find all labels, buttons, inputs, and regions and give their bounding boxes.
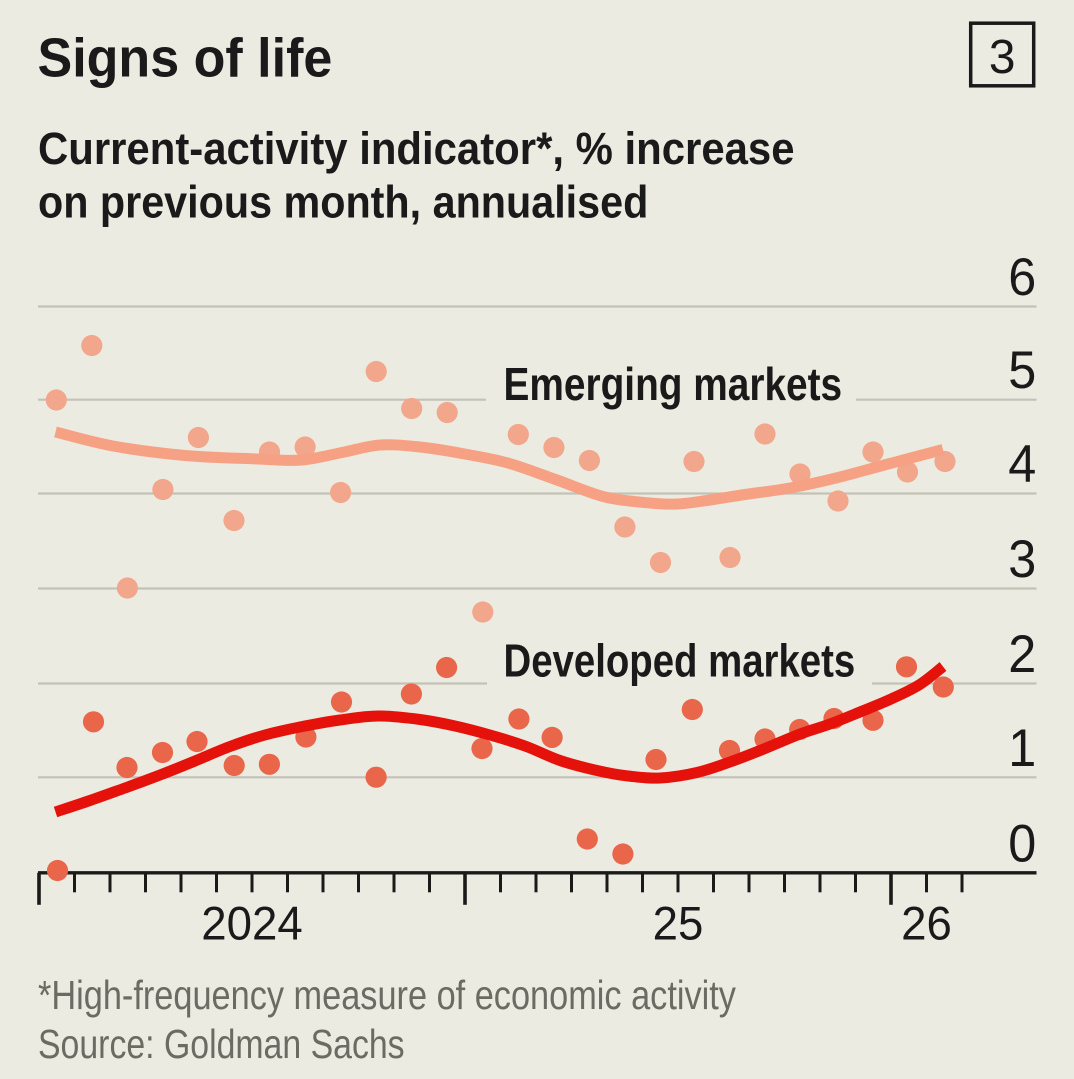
svg-text:Emerging markets: Emerging markets	[504, 359, 843, 411]
svg-text:0: 0	[1008, 813, 1036, 872]
svg-text:Current-activity indicator*, %: Current-activity indicator*, % increase	[38, 123, 795, 174]
svg-text:4: 4	[1008, 434, 1036, 493]
svg-text:Source: Goldman Sachs: Source: Goldman Sachs	[38, 1021, 405, 1067]
svg-text:2: 2	[1008, 624, 1036, 683]
svg-text:1: 1	[1008, 718, 1036, 777]
svg-text:3: 3	[1008, 529, 1036, 588]
svg-text:*High-frequency measure of eco: *High-frequency measure of economic acti…	[38, 973, 736, 1019]
svg-text:3: 3	[989, 31, 1016, 84]
svg-text:Developed markets: Developed markets	[504, 635, 856, 686]
svg-text:25: 25	[653, 897, 704, 950]
svg-text:5: 5	[1008, 340, 1036, 399]
svg-text:26: 26	[901, 897, 952, 950]
svg-text:6: 6	[1008, 247, 1036, 306]
svg-text:on previous month, annualised: on previous month, annualised	[38, 178, 648, 228]
svg-text:2024: 2024	[201, 897, 302, 950]
svg-text:Signs of life: Signs of life	[38, 28, 333, 88]
